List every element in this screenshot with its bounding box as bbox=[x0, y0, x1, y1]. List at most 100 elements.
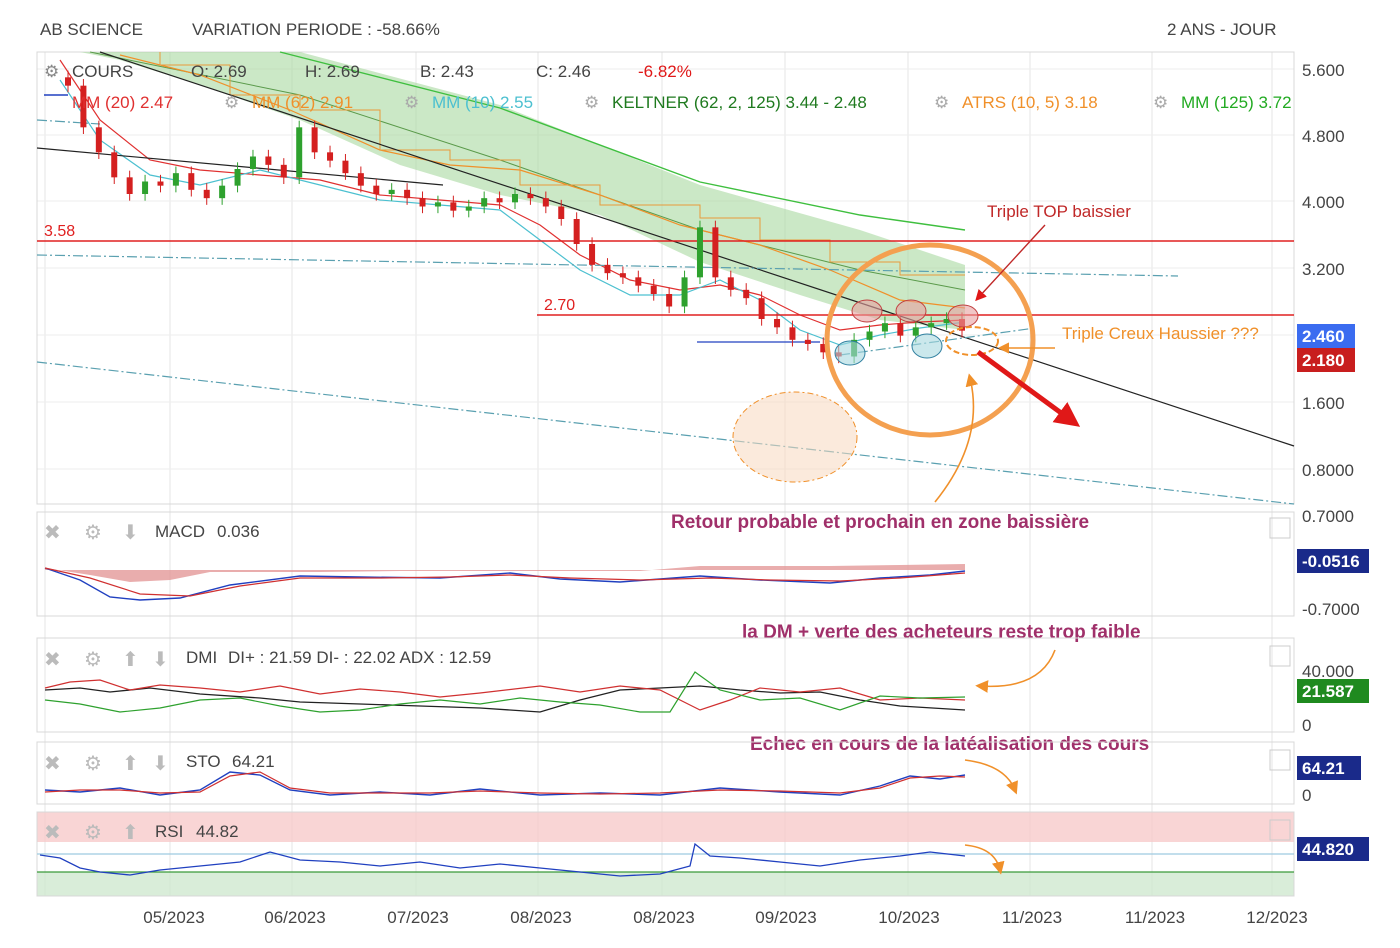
sto-d-line bbox=[44, 771, 966, 795]
y-tick: 4.000 bbox=[1302, 193, 1345, 212]
close-icon[interactable]: ✖ bbox=[44, 522, 61, 544]
retour-arrow bbox=[934, 373, 979, 503]
arrow-down-icon[interactable]: ⬇ bbox=[122, 522, 139, 544]
x-tick-label: 12/2023 bbox=[1246, 908, 1307, 927]
gear-icon[interactable]: ⚙ bbox=[224, 93, 239, 112]
gear-icon[interactable]: ⚙ bbox=[934, 93, 949, 112]
candle-body bbox=[280, 164, 287, 178]
x-tick-label: 08/2023 bbox=[633, 908, 694, 927]
candle-body bbox=[527, 194, 534, 199]
candle-body bbox=[650, 285, 657, 294]
top-marker-2 bbox=[895, 299, 927, 323]
sto-current-value: 64.21 bbox=[1302, 759, 1345, 778]
arrow-up-icon[interactable]: ⬆ bbox=[122, 753, 139, 775]
current-price-value: 2.460 bbox=[1302, 327, 1345, 346]
candle-body bbox=[388, 189, 395, 194]
period-label[interactable]: 2 ANS - JOUR bbox=[1167, 20, 1277, 39]
dmi-panel-frame bbox=[36, 637, 1295, 733]
triple-creux-label: Triple Creux Haussier ??? bbox=[1062, 324, 1259, 343]
y-tick: 3.200 bbox=[1302, 260, 1345, 279]
gear-icon[interactable]: ⚙ bbox=[584, 93, 599, 112]
main-panel-frame bbox=[36, 51, 1295, 505]
level-270-label: 2.70 bbox=[544, 297, 575, 314]
mm20-line bbox=[59, 59, 966, 331]
candle-body bbox=[80, 85, 87, 128]
cours-label: COURS bbox=[72, 62, 133, 81]
gear-icon[interactable]: ⚙ bbox=[84, 822, 102, 844]
candle-body bbox=[157, 181, 164, 186]
macd-current-badge bbox=[1297, 549, 1369, 573]
atrs-label: ATRS (10, 5) 3.18 bbox=[962, 93, 1098, 112]
top-marker-3 bbox=[947, 304, 979, 328]
candle-body bbox=[635, 277, 642, 286]
candle-body bbox=[881, 323, 888, 332]
arrow-up-icon[interactable]: ⬆ bbox=[122, 649, 139, 671]
channel-upper bbox=[36, 254, 1179, 277]
candle-body bbox=[820, 344, 827, 353]
macd-y-tick: 0.7000 bbox=[1302, 507, 1354, 526]
arrow-up-icon[interactable]: ⬆ bbox=[122, 822, 139, 844]
candle-body bbox=[774, 319, 781, 328]
secondary-price-badge bbox=[1297, 348, 1355, 372]
creux-marker-3 bbox=[945, 326, 999, 356]
retour-annotation: Retour probable et prochain en zone bais… bbox=[671, 512, 1089, 533]
quote-row: ⚙ COURS O: 2.69 H: 2.69 B: 2.43 C: 2.46 … bbox=[44, 62, 692, 81]
x-tick-label: 11/2023 bbox=[1125, 908, 1185, 927]
candle-body bbox=[481, 198, 488, 207]
close-icon[interactable]: ✖ bbox=[44, 649, 61, 671]
sto-current-badge bbox=[1297, 756, 1361, 780]
gear-icon[interactable]: ⚙ bbox=[1153, 93, 1168, 112]
arrow-down-icon[interactable]: ⬇ bbox=[152, 753, 169, 775]
gear-icon[interactable]: ⚙ bbox=[44, 62, 59, 81]
creux-marker-2 bbox=[911, 333, 943, 359]
candle-body bbox=[311, 127, 318, 153]
mm125-label: MM (125) 3.72 bbox=[1181, 93, 1292, 112]
gear-icon[interactable]: ⚙ bbox=[84, 649, 102, 671]
sto-checkbox[interactable] bbox=[1269, 749, 1291, 771]
dmi-value: DI+ : 21.59 DI- : 22.02 ADX : 12.59 bbox=[228, 648, 491, 667]
candle-body bbox=[897, 323, 904, 336]
mm10-line bbox=[59, 79, 966, 346]
x-axis: 05/2023 06/2023 07/2023 08/2023 08/2023 09/20… bbox=[143, 908, 1307, 927]
dm-arrow bbox=[975, 649, 1056, 693]
close-icon[interactable]: ✖ bbox=[44, 822, 61, 844]
candle-body bbox=[604, 264, 611, 274]
x-tick-label: 06/2023 bbox=[264, 908, 325, 927]
candle-body bbox=[743, 289, 750, 299]
candle-body bbox=[666, 294, 673, 307]
candle-body bbox=[357, 173, 364, 186]
mm20-label: MM (20) 2.47 bbox=[72, 93, 173, 112]
dmi-current-badge bbox=[1297, 679, 1369, 703]
close-icon[interactable]: ✖ bbox=[44, 753, 61, 775]
rsi-value: 44.82 bbox=[196, 822, 239, 841]
candle-body bbox=[373, 185, 380, 194]
candle-body bbox=[681, 277, 688, 307]
candle-body bbox=[465, 206, 472, 211]
candle-body bbox=[419, 198, 426, 207]
macd-line bbox=[44, 567, 966, 601]
close-value: C: 2.46 bbox=[536, 62, 591, 81]
dmi-checkbox[interactable] bbox=[1269, 645, 1291, 667]
candle-body bbox=[804, 339, 811, 344]
macd-checkbox[interactable] bbox=[1269, 517, 1291, 539]
rsi-checkbox[interactable] bbox=[1269, 819, 1291, 841]
focus-circle bbox=[824, 242, 1036, 438]
mm62-line bbox=[119, 54, 966, 309]
y-tick: 0.8000 bbox=[1302, 461, 1354, 480]
bearish-arrow bbox=[976, 349, 1081, 427]
arrow-down-icon[interactable]: ⬇ bbox=[152, 649, 169, 671]
candle-body bbox=[111, 152, 118, 178]
creux-marker-1 bbox=[834, 340, 866, 366]
gear-icon[interactable]: ⚙ bbox=[404, 93, 419, 112]
gear-icon[interactable]: ⚙ bbox=[84, 753, 102, 775]
macd-lines bbox=[44, 564, 966, 601]
rsi-current-badge bbox=[1297, 837, 1369, 861]
candle-body bbox=[928, 323, 935, 328]
sto-value: 64.21 bbox=[232, 752, 275, 771]
candle-body bbox=[712, 227, 719, 278]
rsi-line bbox=[39, 842, 966, 877]
sto-y-tick: 0 bbox=[1302, 786, 1311, 805]
gear-icon[interactable]: ⚙ bbox=[84, 522, 102, 544]
rsi-overbought-zone bbox=[37, 812, 1294, 842]
